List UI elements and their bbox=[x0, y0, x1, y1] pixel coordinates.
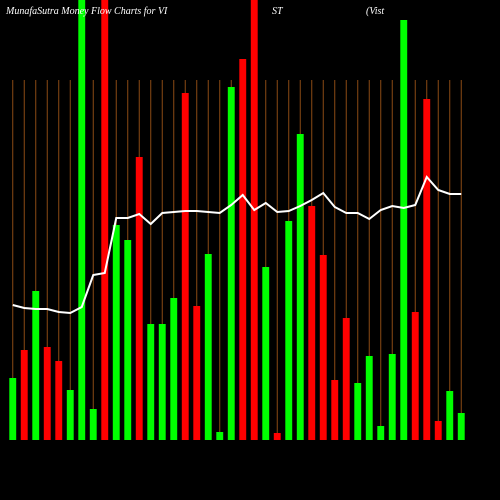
bar bbox=[319, 255, 327, 440]
bar bbox=[273, 433, 281, 440]
bar bbox=[262, 267, 270, 440]
bar bbox=[331, 380, 339, 440]
bar bbox=[193, 306, 201, 440]
bar bbox=[135, 157, 143, 440]
bar bbox=[204, 254, 212, 440]
title-part: MunafaSutra Money Flow Charts for VI bbox=[5, 6, 168, 17]
bar bbox=[112, 225, 120, 440]
bar bbox=[78, 0, 86, 440]
bar bbox=[158, 324, 166, 440]
bar bbox=[446, 391, 454, 440]
bar bbox=[400, 20, 408, 440]
bar bbox=[423, 99, 431, 440]
bar bbox=[411, 312, 419, 440]
bar bbox=[170, 298, 178, 440]
bar bbox=[9, 378, 17, 440]
bar bbox=[457, 413, 465, 440]
lines bbox=[12, 175, 462, 315]
bar bbox=[377, 426, 385, 440]
bar bbox=[43, 347, 51, 440]
bar bbox=[66, 390, 74, 440]
bar bbox=[216, 432, 224, 440]
title-part: ST bbox=[272, 6, 284, 17]
bar bbox=[124, 240, 132, 440]
bar bbox=[181, 93, 189, 440]
money-flow-line bbox=[12, 175, 462, 315]
bar bbox=[388, 354, 396, 440]
bar bbox=[20, 350, 28, 440]
bar bbox=[354, 383, 362, 440]
bar bbox=[147, 324, 155, 440]
bar bbox=[55, 361, 63, 440]
bar bbox=[227, 87, 235, 440]
title-part: (Vist bbox=[366, 6, 384, 17]
bar bbox=[434, 421, 442, 440]
bar bbox=[285, 221, 293, 440]
bar bbox=[101, 0, 109, 440]
bar bbox=[250, 0, 258, 440]
bar bbox=[308, 206, 316, 440]
bar bbox=[32, 291, 40, 440]
bars bbox=[9, 0, 465, 440]
bar bbox=[239, 59, 247, 440]
bar bbox=[89, 409, 97, 440]
bar bbox=[342, 318, 350, 440]
bar bbox=[365, 356, 373, 440]
bar bbox=[296, 134, 304, 440]
